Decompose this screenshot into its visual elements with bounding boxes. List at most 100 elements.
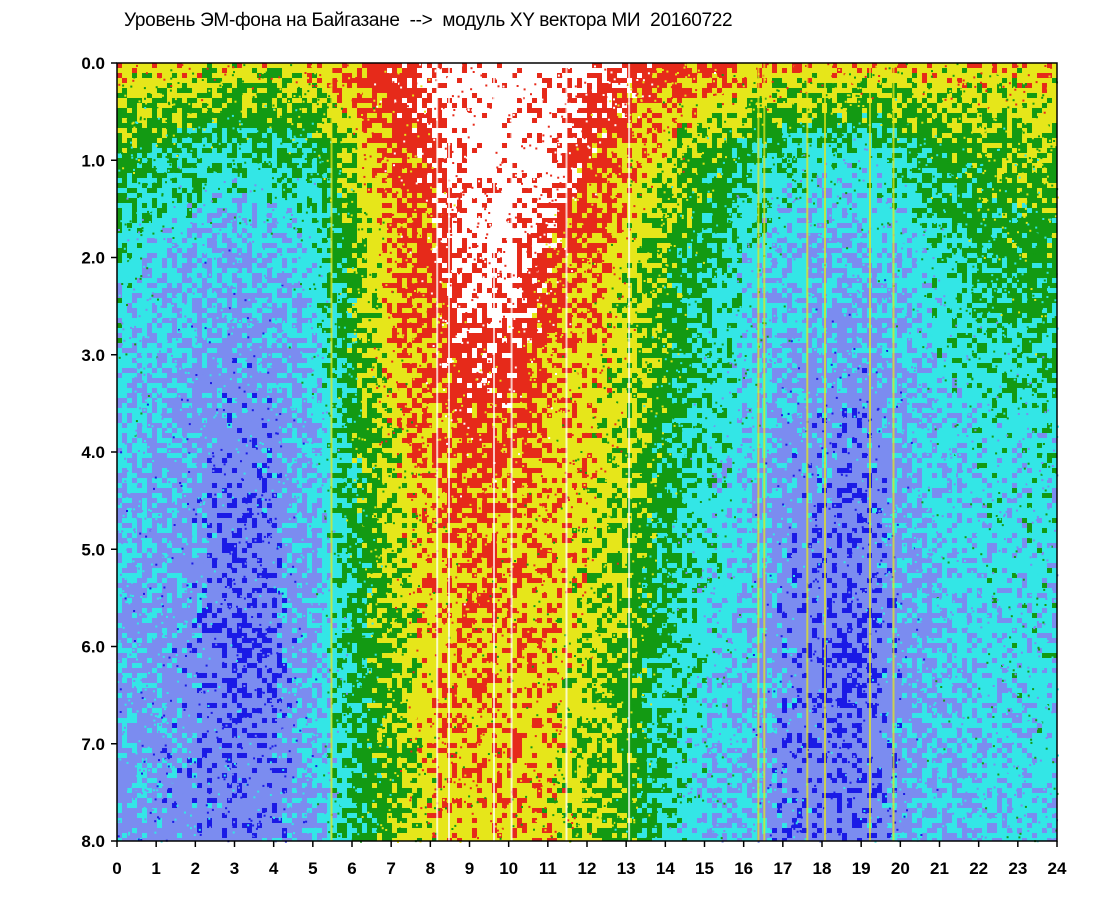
heat-cell <box>277 138 282 143</box>
heat-cell <box>137 143 142 148</box>
heat-cell <box>232 143 237 148</box>
heat-cell <box>707 83 712 88</box>
heat-cell <box>302 83 307 88</box>
heat-cell <box>222 88 227 93</box>
heat-cell <box>972 123 977 128</box>
heat-cell <box>1047 133 1052 138</box>
heat-cell <box>482 143 487 148</box>
heat-cell <box>187 118 192 123</box>
heat-cell <box>522 73 527 78</box>
heat-cell <box>457 83 462 88</box>
heat-cell <box>227 88 232 93</box>
heat-cell <box>642 113 647 118</box>
heat-cell <box>262 78 267 83</box>
heat-cell <box>192 143 197 148</box>
heat-cell <box>427 103 432 108</box>
heat-cell <box>692 83 697 88</box>
heat-cell <box>712 103 717 108</box>
heat-cell <box>512 73 517 78</box>
heat-cell <box>787 98 792 103</box>
heat-cell <box>147 113 152 118</box>
heat-cell <box>537 88 542 93</box>
heat-cell <box>142 148 147 153</box>
heat-cell <box>372 143 377 148</box>
heat-cell <box>282 118 287 123</box>
heat-cell <box>702 128 707 133</box>
heat-cell <box>842 143 847 148</box>
heat-cell <box>797 133 802 138</box>
heat-cell <box>502 108 507 113</box>
heat-cell <box>667 108 672 113</box>
heat-cell <box>947 83 952 88</box>
heat-cell <box>477 123 482 128</box>
heat-cell <box>397 123 402 128</box>
heat-cell <box>697 78 702 83</box>
heat-cell <box>312 78 317 83</box>
heat-cell <box>717 83 722 88</box>
heat-cell <box>612 128 617 133</box>
heat-cell <box>472 118 477 123</box>
heat-cell <box>737 123 742 128</box>
heat-cell <box>372 68 377 73</box>
heat-cell <box>997 93 1002 98</box>
heat-cell <box>512 128 517 133</box>
heat-cell <box>272 133 277 138</box>
heat-cell <box>302 88 307 93</box>
heat-cell <box>222 128 227 133</box>
heat-cell <box>362 143 367 148</box>
heat-cell <box>1012 138 1017 143</box>
heat-cell <box>917 83 922 88</box>
heat-cell <box>852 113 857 118</box>
heat-cell <box>307 98 312 103</box>
heat-cell <box>362 73 367 78</box>
heat-cell <box>522 138 527 143</box>
heat-cell <box>222 68 227 73</box>
heat-cell <box>262 83 267 88</box>
heat-cell <box>592 143 597 148</box>
heat-cell <box>827 78 832 83</box>
heat-cell <box>157 128 162 133</box>
heat-cell <box>167 118 172 123</box>
heat-cell <box>917 138 922 143</box>
heat-cell <box>182 143 187 148</box>
heat-cell <box>522 68 527 73</box>
heat-cell <box>472 73 477 78</box>
heat-cell <box>1022 113 1027 118</box>
heat-cell <box>782 83 787 88</box>
heat-cell <box>467 98 472 103</box>
heat-cell <box>772 68 777 73</box>
heat-cell <box>662 88 667 93</box>
heat-cell <box>132 68 137 73</box>
heat-cell <box>482 138 487 143</box>
heat-cell <box>917 78 922 83</box>
heat-cell <box>1002 118 1007 123</box>
heat-cell <box>352 138 357 143</box>
heat-cell <box>872 123 877 128</box>
heat-cell <box>957 133 962 138</box>
heat-cell <box>832 103 837 108</box>
heat-cell <box>887 123 892 128</box>
heat-cell <box>512 98 517 103</box>
heat-cell <box>617 88 622 93</box>
heat-cell <box>722 128 727 133</box>
heat-cell <box>247 68 252 73</box>
heat-cell <box>257 133 262 138</box>
heat-cell <box>532 68 537 73</box>
heat-cell <box>457 118 462 123</box>
heat-cell <box>122 133 127 138</box>
heat-cell <box>687 68 692 73</box>
heat-cell <box>197 108 202 113</box>
heat-cell <box>342 98 347 103</box>
heat-cell <box>197 68 202 73</box>
heat-cell <box>122 143 127 148</box>
heat-cell <box>592 98 597 103</box>
heat-cell <box>337 118 342 123</box>
heat-cell <box>537 143 542 148</box>
heat-cell <box>982 133 987 138</box>
heat-cell <box>452 138 457 143</box>
heat-cell <box>272 128 277 133</box>
heat-cell <box>1017 68 1022 73</box>
heat-cell <box>1002 133 1007 138</box>
heat-cell <box>782 93 787 98</box>
heat-cell <box>612 73 617 78</box>
